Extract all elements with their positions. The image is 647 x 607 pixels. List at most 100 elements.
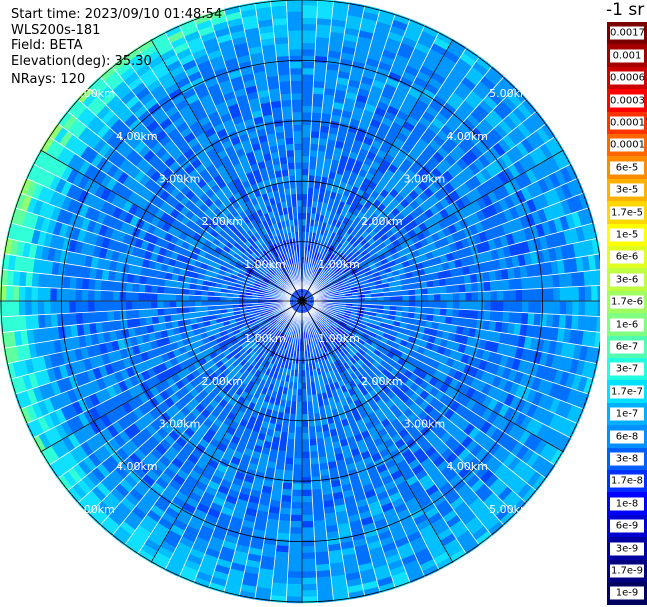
range-bin [491,414,504,429]
range-bin [125,309,134,320]
range-bin [413,282,422,290]
range-bin [470,478,485,494]
range-bin [315,282,321,289]
range-bin [292,476,302,484]
range-bin [360,249,369,257]
range-bin [548,397,561,415]
range-bin [328,44,343,53]
range-bin [301,483,312,491]
range-bin [334,267,342,274]
range-bin [383,301,391,306]
range-bin [175,300,183,308]
range-bin [319,254,326,262]
range-bin [548,203,560,220]
range-bin [75,276,84,290]
range-bin [477,310,485,321]
range-bin [427,301,435,309]
range-bin [391,19,409,32]
range-bin [371,301,378,306]
range-bin [471,291,479,302]
range-bin [341,318,349,325]
range-bin [457,361,467,374]
range-bin [321,315,328,322]
range-bin [306,292,313,298]
range-bin [94,278,102,291]
range-bin [520,448,535,465]
range-bin [421,110,436,124]
range-bin [138,292,145,301]
range-bin [464,215,475,228]
range-bin [446,97,461,111]
range-bin [37,300,45,315]
range-bin [306,304,313,310]
range-bin [316,201,324,209]
range-bin [329,253,336,261]
range-bin [406,317,415,325]
range-bin [352,260,361,267]
range-bin [315,252,321,260]
range-bin [325,320,332,327]
range-bin [356,235,365,244]
range-bin [399,273,407,281]
range-bin [330,114,342,123]
range-bin [539,143,554,160]
range-bin [499,76,517,93]
range-bin [327,327,334,335]
range-bin [313,281,320,287]
range-bin [301,426,309,434]
range-bin [470,401,483,415]
range-bin [433,336,443,347]
range-bin [313,272,318,280]
range-bin [577,392,590,410]
range-bin [293,458,302,465]
range-bin [427,225,437,236]
range-bin [332,291,340,295]
range-bin [433,286,441,295]
range-bin [559,301,567,316]
range-bin [302,181,309,188]
range-bin [326,139,337,148]
range-bin [466,456,480,471]
range-bin [344,336,352,344]
range-bin [303,288,307,296]
range-bin [332,153,342,162]
range-bin [476,184,488,198]
range-bin [427,287,435,295]
range-bin [583,315,592,332]
range-bin [317,311,324,317]
range-bin [309,457,320,465]
range-bin [342,328,350,335]
range-bin [381,49,398,61]
range-bin [396,301,403,307]
range-bin [387,71,403,83]
range-bin [451,316,459,326]
range-bin [106,290,114,301]
range-bin [519,215,530,230]
range-bin [367,335,376,343]
range-bin [484,291,492,302]
range-bin [317,286,324,291]
range-bin [497,138,512,154]
range-bin [344,326,352,333]
range-bin [514,398,527,413]
range-bin [596,316,600,333]
range-bin [430,42,448,57]
range-bin [318,138,328,146]
range-bin [438,372,449,384]
range-bin [320,279,327,286]
range-bin [316,11,333,20]
range-bin [332,101,345,111]
range-bin [565,286,573,302]
range-bin [474,221,485,234]
range-bin [565,163,579,182]
range-bin [507,130,522,147]
range-bin [309,156,318,164]
range-bin [324,257,330,265]
range-bin [349,314,357,319]
range-bin [302,130,312,138]
range-bin [534,288,542,302]
range-bin [417,268,426,277]
range-bin [520,386,532,402]
range-bin [416,154,429,166]
range-bin [362,241,371,250]
